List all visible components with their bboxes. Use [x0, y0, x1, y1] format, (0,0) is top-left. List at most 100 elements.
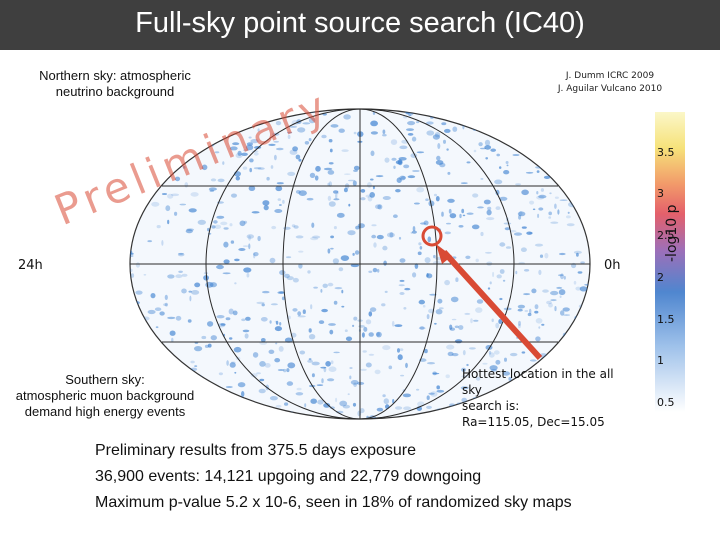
sky-speckle: [466, 212, 474, 215]
sky-speckle: [317, 399, 324, 405]
sky-speckle: [420, 222, 426, 225]
sky-speckle: [157, 133, 163, 137]
sky-speckle: [382, 129, 386, 135]
sky-speckle: [167, 274, 175, 279]
sky-speckle: [465, 255, 471, 259]
sky-speckle: [228, 308, 234, 315]
sky-speckle: [214, 224, 222, 229]
sky-speckle: [384, 290, 388, 293]
sky-speckle: [558, 289, 566, 296]
sky-speckle: [327, 170, 335, 175]
sky-speckle: [575, 286, 582, 291]
sky-speckle: [538, 153, 541, 159]
sky-speckle: [220, 323, 226, 326]
sky-speckle: [459, 213, 462, 219]
sky-speckle: [375, 204, 382, 209]
sky-speckle: [360, 197, 366, 201]
sky-speckle: [554, 196, 559, 199]
sky-speckle: [259, 378, 265, 382]
sky-speckle: [530, 134, 535, 137]
sky-speckle: [130, 273, 135, 278]
sky-speckle: [253, 167, 262, 170]
sky-speckle: [550, 290, 559, 296]
sky-speckle: [295, 235, 304, 239]
sky-speckle: [181, 273, 188, 277]
sky-speckle: [242, 166, 248, 170]
sky-speckle: [482, 362, 488, 365]
sky-speckle: [209, 189, 215, 192]
sky-speckle: [226, 360, 229, 366]
sky-speckle: [302, 122, 311, 125]
sky-speckle: [239, 220, 246, 227]
sky-speckle: [486, 209, 492, 216]
sky-speckle: [344, 329, 348, 333]
colorbar-tick: 2.5: [657, 229, 675, 242]
sky-speckle: [328, 162, 334, 165]
sky-speckle: [311, 361, 320, 366]
sky-speckle: [559, 348, 562, 354]
sky-speckle: [130, 302, 138, 306]
sky-speckle: [360, 368, 367, 371]
sky-speckle: [376, 331, 382, 338]
sky-speckle: [283, 368, 287, 373]
sky-speckle: [353, 382, 357, 387]
sky-speckle: [414, 263, 419, 269]
sky-speckle: [405, 109, 414, 112]
sky-speckle: [248, 243, 251, 250]
sky-speckle: [399, 348, 404, 351]
sky-speckle: [321, 308, 328, 313]
sky-speckle: [338, 128, 345, 133]
sky-speckle: [295, 392, 304, 396]
sky-speckle: [447, 198, 455, 203]
sky-speckle: [213, 220, 218, 224]
sky-speckle: [140, 205, 144, 211]
sky-speckle: [496, 274, 502, 279]
sky-speckle: [466, 161, 471, 164]
sky-speckle: [223, 259, 230, 264]
sky-speckle: [535, 318, 543, 324]
sky-speckle: [529, 200, 535, 205]
sky-speckle: [328, 323, 336, 326]
sky-speckle: [323, 403, 331, 408]
sky-speckle: [584, 283, 590, 286]
sky-speckle: [464, 312, 471, 315]
sky-map-grid: [130, 108, 590, 420]
colorbar-tick: 2: [657, 271, 664, 284]
sky-speckle: [174, 109, 178, 112]
sky-speckle: [446, 222, 451, 225]
southern-sky-note-line: atmospheric muon background: [15, 388, 195, 403]
sky-speckle: [211, 401, 219, 406]
sky-speckle: [256, 301, 265, 305]
sky-speckle: [187, 319, 192, 323]
sky-speckle: [441, 211, 444, 217]
sky-speckle: [403, 406, 412, 411]
sky-speckle: [560, 310, 565, 316]
sky-speckle: [246, 142, 253, 146]
sky-speckle: [572, 187, 580, 190]
sky-speckle: [553, 130, 559, 136]
sky-speckle: [432, 372, 440, 375]
sky-speckle: [521, 121, 530, 127]
sky-speckle: [449, 327, 456, 331]
colorbar-tick: 0.5: [657, 396, 675, 409]
sky-speckle: [449, 213, 457, 219]
sky-speckle: [298, 263, 303, 269]
sky-speckle: [222, 161, 225, 165]
sky-speckle: [432, 134, 440, 140]
sky-speckle: [252, 352, 259, 358]
sky-speckle: [425, 198, 429, 201]
sky-speckle: [418, 326, 426, 330]
sky-speckle: [185, 229, 193, 234]
sky-speckle: [135, 262, 140, 268]
sky-speckle: [153, 119, 161, 122]
sky-speckle: [269, 320, 272, 324]
sky-speckle: [345, 336, 353, 342]
sky-speckle: [540, 144, 549, 149]
sky-speckle: [407, 175, 416, 179]
sky-speckle: [484, 139, 491, 146]
sky-speckle: [322, 283, 328, 288]
sky-speckle: [143, 341, 150, 345]
sky-speckle: [253, 252, 259, 257]
sky-speckle: [190, 360, 195, 364]
sky-speckle: [551, 163, 556, 167]
